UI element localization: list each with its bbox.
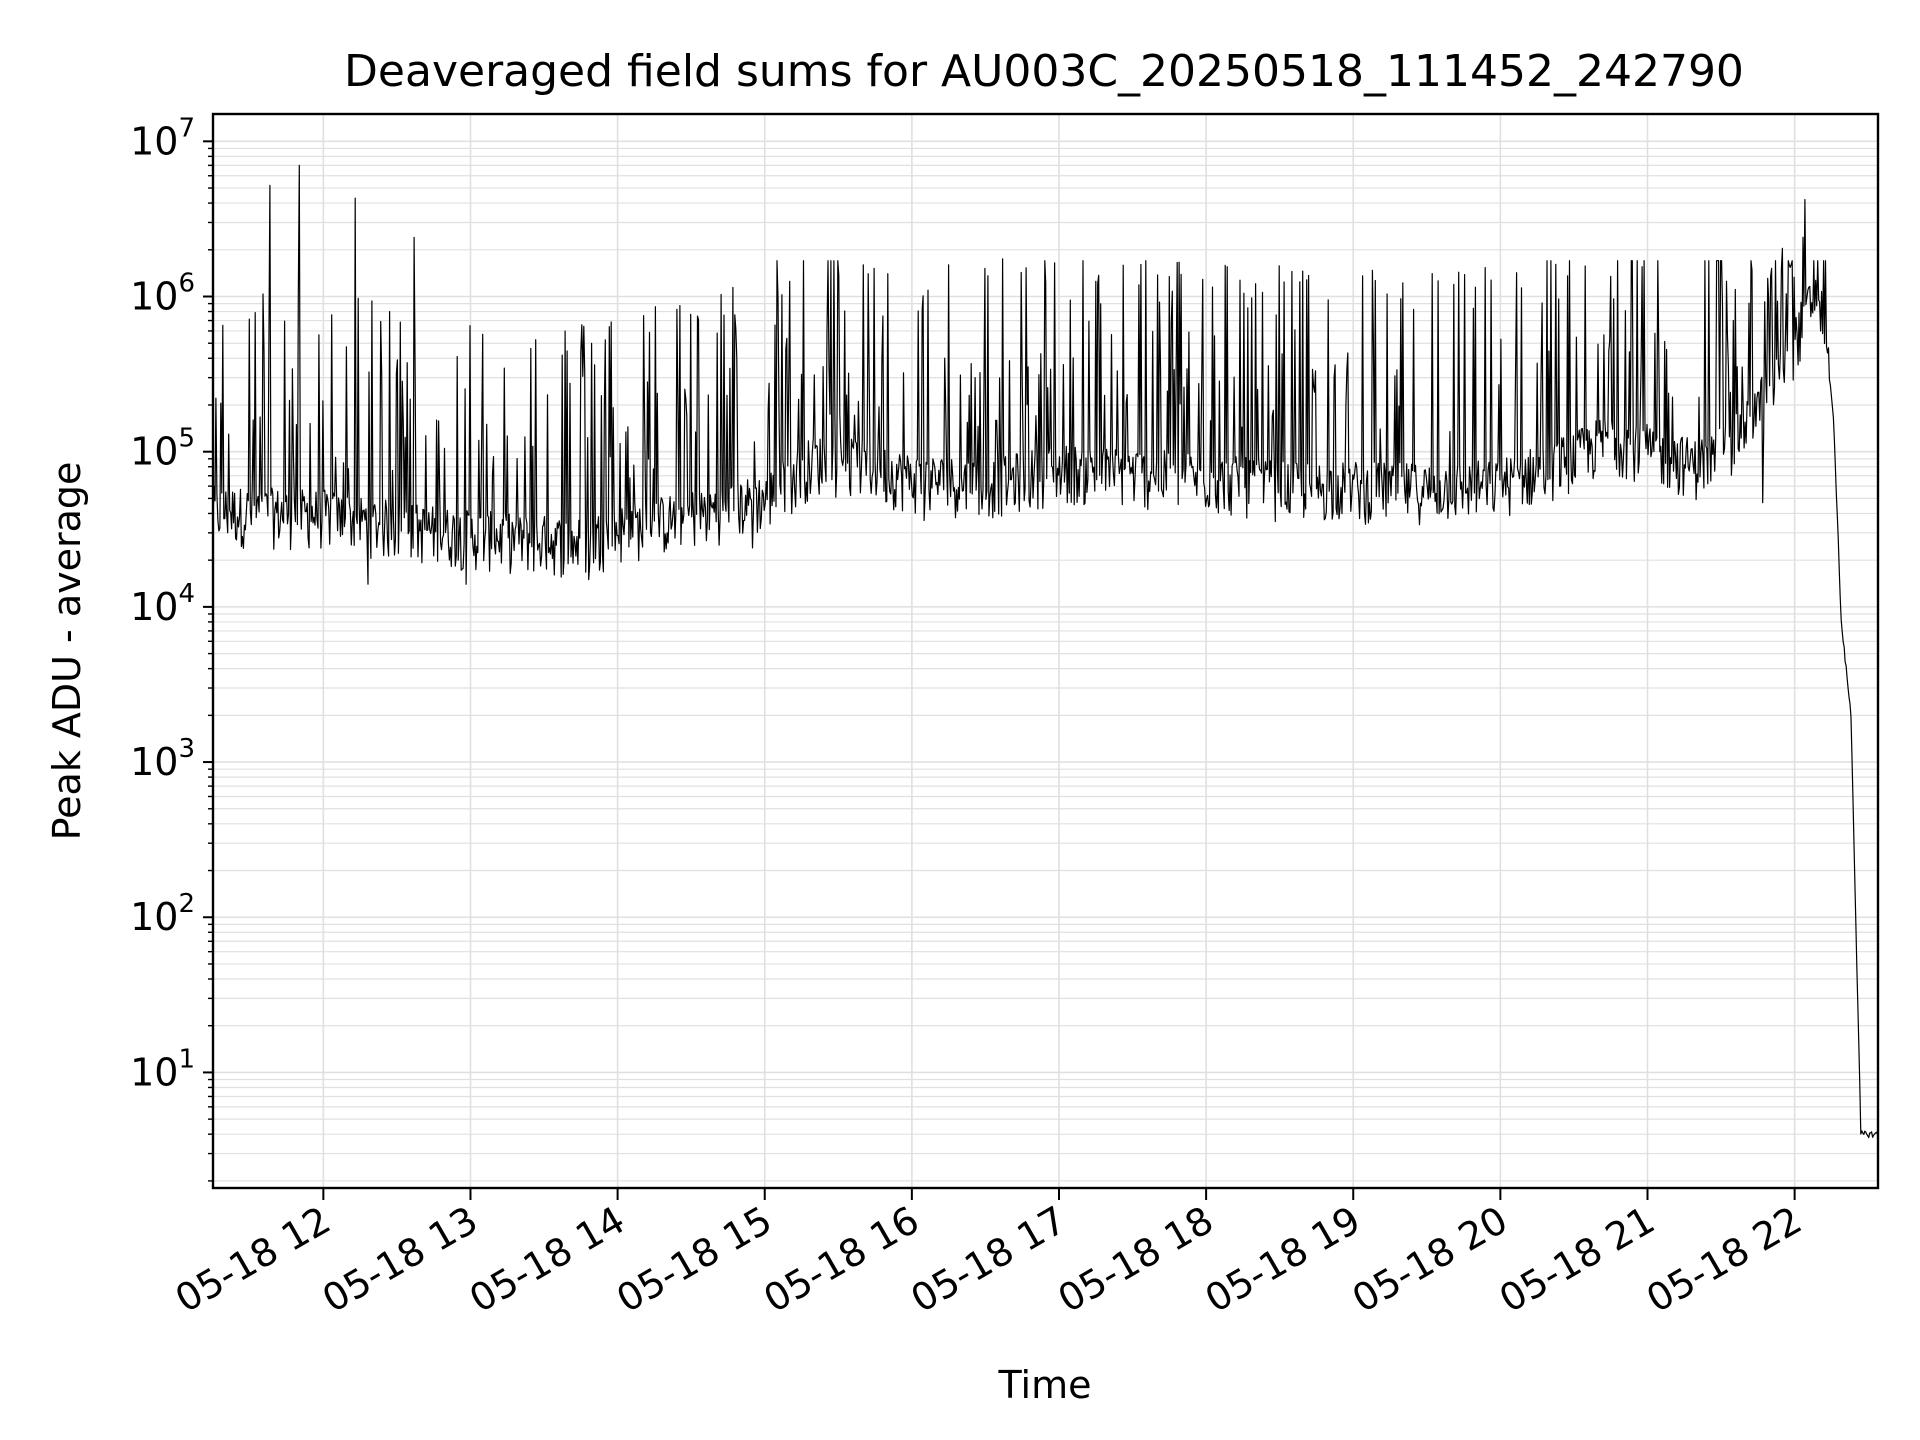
y-tick-label: 105 [130,424,195,474]
y-tick-label: 101 [130,1044,195,1094]
y-tick-label: 106 [130,269,195,319]
chart-title: Deaveraged field sums for AU003C_2025051… [344,46,1744,97]
grid [213,114,1878,1188]
y-tick-label: 102 [130,889,195,939]
y-axis-label: Peak ADU - average [45,462,89,841]
plot-frame [211,112,1880,1190]
y-tick-label: 104 [130,579,195,629]
series-line [212,164,1879,1139]
x-axis-label: Time [998,1363,1092,1407]
y-tick-label: 103 [130,734,195,784]
y-tick-label: 107 [130,113,195,163]
